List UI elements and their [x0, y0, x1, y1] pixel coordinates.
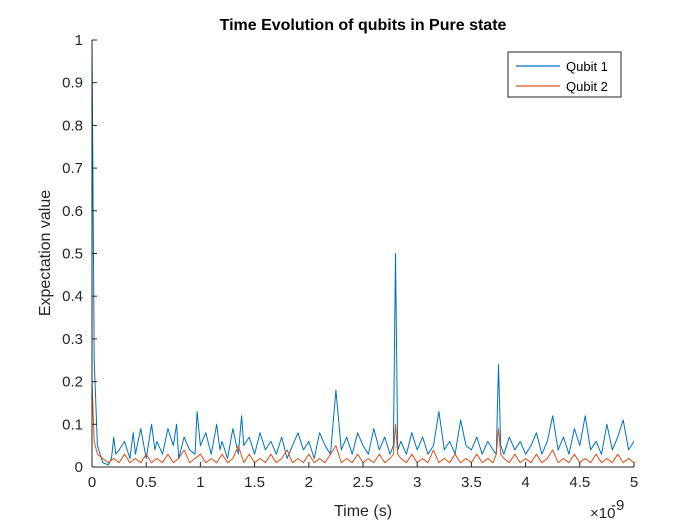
x-tick-label: 1: [196, 474, 204, 491]
x-tick-label: 2.5: [353, 474, 374, 491]
series-layer: [91, 39, 635, 466]
y-tick-label: 0.4: [62, 288, 83, 305]
series-line-2: [91, 381, 635, 464]
x-exponent: ×10 -9: [590, 497, 624, 522]
x-tick-label: 3: [413, 474, 421, 491]
x-axis-label: Time (s): [334, 503, 392, 520]
x-tick-label: 4.5: [569, 474, 590, 491]
legend-label-1: Qubit 1: [566, 59, 608, 74]
plot-background: [92, 40, 634, 467]
legend-label-2: Qubit 2: [566, 79, 608, 94]
y-tick-label: 0.7: [62, 160, 83, 177]
chart-title: Time Evolution of qubits in Pure state: [220, 17, 507, 34]
x-tick-label: 0: [88, 474, 96, 491]
series-line-1: [91, 39, 635, 466]
y-tick-label: 0.8: [62, 117, 83, 134]
ticks-layer: 0 0.5 1 1.5 2 2.5 3 3.5 4 4.5 5 0 0.1 0.2 0.3 0.4 0.5 0.6…: [62, 32, 638, 491]
y-tick-label: 0.9: [62, 75, 83, 92]
x-tick-label: 4: [521, 474, 529, 491]
x-tick-label: 2: [305, 474, 313, 491]
x-tick-label: 0.5: [136, 474, 157, 491]
y-tick-label: 0.6: [62, 203, 83, 220]
x-tick-label: 3.5: [461, 474, 482, 491]
x-tick-label: 5: [630, 474, 638, 491]
x-exponent-power: -9: [611, 497, 624, 514]
y-tick-label: 0.3: [62, 331, 83, 348]
plot-area: [92, 40, 634, 467]
y-tick-label: 1: [75, 32, 83, 49]
y-tick-label: 0.1: [62, 416, 83, 433]
y-tick-label: 0: [75, 459, 83, 476]
legend-box: [507, 51, 622, 98]
y-axis-label: Expectation value: [37, 190, 54, 316]
y-tick-label: 0.2: [62, 374, 83, 391]
legend: Qubit 1 Qubit 2: [507, 51, 622, 98]
x-tick-label: 1.5: [244, 474, 265, 491]
y-tick-label: 0.5: [62, 246, 83, 263]
x-exponent-base: ×10: [590, 505, 615, 522]
